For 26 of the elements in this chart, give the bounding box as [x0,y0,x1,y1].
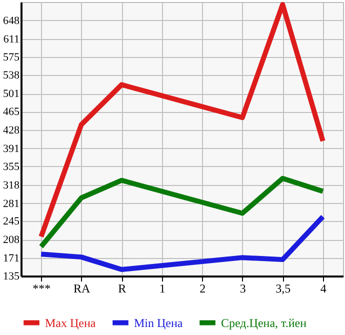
y-tick-label: 171 [3,252,20,265]
legend-label: Сред.Цена, т.йен [221,316,308,330]
y-tick-label: 538 [3,70,20,82]
x-tick-label: 3,5 [276,282,291,296]
y-tick-label: 465 [3,106,20,118]
y-tick-label: 208 [3,234,20,246]
x-tick-label: 1 [159,282,166,296]
y-tick-label: 318 [3,179,20,192]
y-tick-label: 281 [3,198,20,210]
legend-label: Max Цена [45,316,96,330]
y-tick-label: 611 [3,33,20,46]
x-tick-label: 2 [200,282,206,296]
y-tick-label: 391 [3,142,20,155]
y-tick-label: 355 [3,160,20,173]
x-tick-label: RA [74,282,91,296]
y-tick-label: 428 [3,124,20,137]
y-tick-label: 575 [3,51,20,64]
x-tick-label: 4 [320,282,326,296]
y-tick-label: 245 [3,216,20,228]
y-tick-label: 135 [3,270,20,282]
x-tick-label: R [118,282,126,296]
x-tick-label: *** [32,282,51,296]
y-tick-label: 648 [3,14,20,27]
x-tick-label: 3 [240,282,246,296]
legend-label: Min Цена [134,316,184,330]
y-tick-label: 501 [3,88,20,100]
